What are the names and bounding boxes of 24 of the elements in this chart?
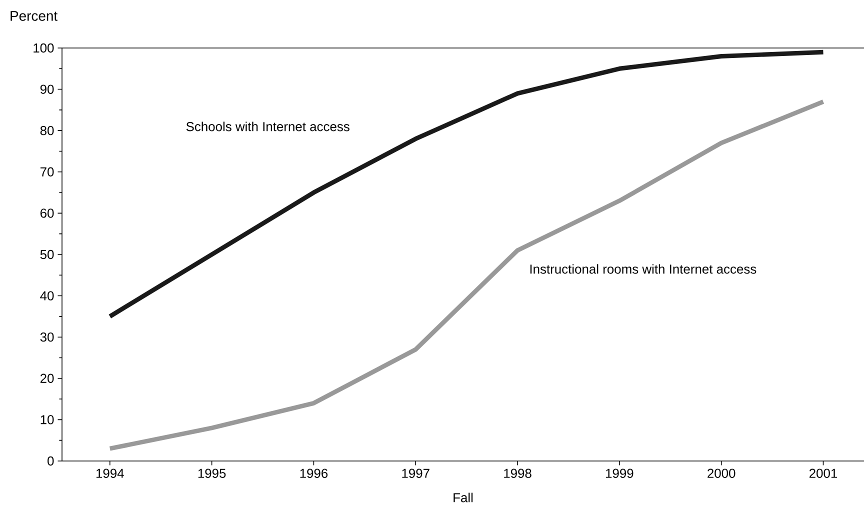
y-tick-label: 90	[40, 84, 54, 94]
x-tick-label: 1998	[504, 468, 532, 478]
text: Schools with Internet access	[186, 122, 350, 132]
y-tick-label: 10	[40, 415, 54, 424]
y-tick-label: 40	[40, 291, 54, 300]
x-tick-label: 2001	[809, 468, 838, 478]
y-tick-label: 100	[34, 43, 54, 53]
x-tick-label: 1999	[606, 468, 634, 478]
x-tick-label: 2000	[708, 468, 736, 478]
y-tick-label: 60	[40, 208, 54, 218]
y-axis-title: Percent	[10, 11, 58, 21]
y-tick-label: 20	[40, 374, 54, 383]
series-label: Instructional rooms with Internet access	[530, 264, 756, 274]
x-tick-label: 1995	[198, 468, 226, 478]
x-tick-label: 1996	[300, 468, 328, 478]
y-tick-label: 30	[40, 332, 54, 342]
y-tick-label: 70	[40, 167, 54, 176]
line-series	[108, 99, 826, 451]
y-tick-label: 0	[48, 456, 54, 466]
x-tick-label: 1997	[402, 468, 430, 478]
y-tick-label: 80	[40, 126, 54, 136]
x-tick-label: 1994	[96, 468, 124, 478]
y-tick-label: 50	[40, 250, 54, 260]
x-axis-title: Fall	[454, 492, 473, 502]
